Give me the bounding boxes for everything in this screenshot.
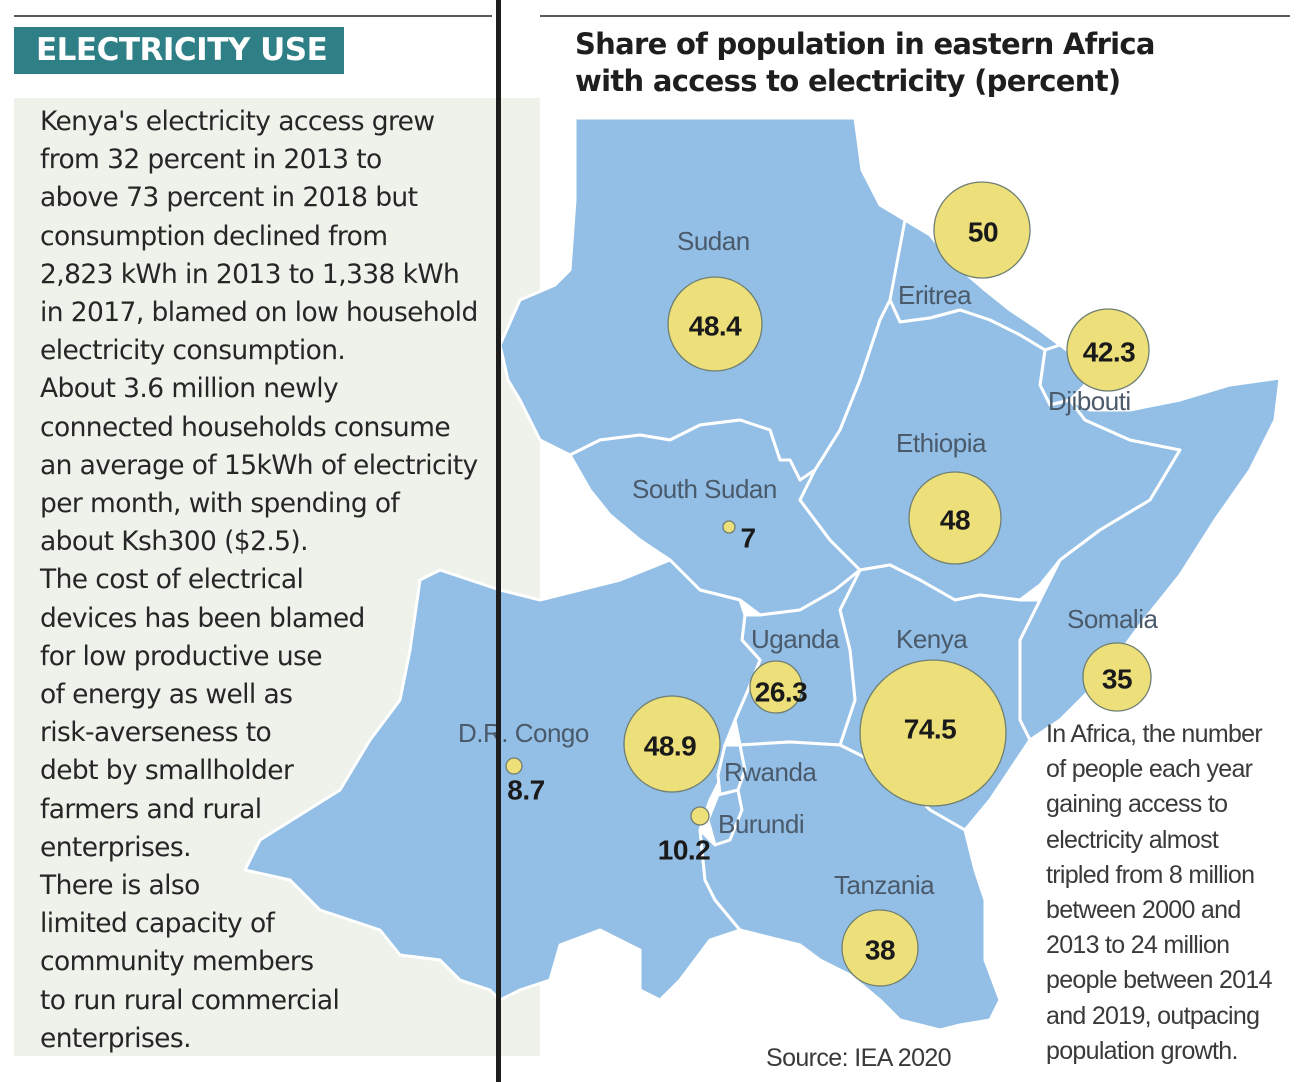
sidebar-body-line: The cost of electrical [40, 564, 304, 596]
sidebar-body-line: farmers and rural [40, 793, 262, 825]
sidebar-body-line: from 32 percent in 2013 to [40, 144, 382, 176]
sidebar-body-line: community members [40, 946, 314, 978]
sidebar-body-line: about Ksh300 ($2.5). [40, 526, 309, 558]
label-tanzania: Tanzania [834, 870, 935, 900]
land-group [243, 116, 1282, 1032]
country-somalia [1018, 376, 1282, 742]
value-eritrea: 50 [968, 217, 998, 248]
map-note-line: people between 2014 [1046, 966, 1273, 995]
bubble-tanzania [841, 909, 919, 987]
map-note-line: between 2000 and [1046, 896, 1241, 925]
sidebar-body: Kenya's electricity access grew from 32 p… [40, 103, 560, 1058]
sidebar-body-line: Kenya's electricity access grew [40, 106, 435, 137]
value-somalia: 35 [1102, 664, 1132, 695]
sidebar-body-line: for low productive use [40, 640, 323, 672]
bubble-somalia [1082, 642, 1152, 712]
sidebar-body-line: devices has been blamed [40, 602, 365, 634]
sidebar-body-line: an average of 15kWh of electricity [40, 449, 478, 481]
label-uganda: Uganda [751, 624, 840, 654]
value-dr-congo: 8.7 [507, 775, 544, 806]
map-title-line-2: with access to electricity (percent) [575, 64, 1121, 98]
sidebar-body-line: debt by smallholder [40, 755, 294, 787]
map-note-line: population growth. [1046, 1036, 1238, 1065]
label-eritrea: Eritrea [898, 280, 972, 310]
map-note-line: of people each year [1046, 755, 1253, 784]
value-kenya: 74.5 [904, 714, 957, 745]
value-ethiopia: 48 [940, 505, 970, 536]
map-note-line: tripled from 8 million [1046, 860, 1255, 889]
top-rule-left [14, 15, 492, 17]
bubble-ethiopia [908, 471, 1002, 565]
map-title: Share of population in eastern Africa wi… [575, 26, 1155, 100]
bubble-rwanda [623, 695, 721, 793]
sidebar-body-line: in 2017, blamed on low household [40, 297, 478, 329]
value-djibouti: 42.3 [1083, 337, 1136, 368]
vertical-divider [496, 0, 501, 1082]
bubble-burundi [690, 806, 710, 826]
sidebar-body-line: About 3.6 million newly [40, 373, 339, 405]
bubble-eritrea [933, 181, 1031, 279]
map-note-line: 2013 to 24 million [1046, 931, 1230, 960]
sidebar-body-line: per month, with spending of [40, 488, 400, 520]
value-uganda: 26.3 [755, 677, 808, 708]
sidebar-body-line: consumption declined from [40, 220, 388, 252]
bubble-uganda [749, 660, 803, 714]
label-djibouti: Djibouti [1048, 386, 1131, 416]
label-south-sudan: South Sudan [632, 474, 777, 504]
source-credit: Source: IEA 2020 [766, 1044, 952, 1072]
map-note: In Africa, the number of people each year… [1046, 717, 1273, 1069]
label-dr-congo: D.R. Congo [458, 718, 589, 748]
label-kenya: Kenya [896, 624, 968, 654]
label-burundi: Burundi [718, 809, 804, 839]
sidebar-body-line: There is also [40, 870, 200, 902]
sidebar-body-line: enterprises. [40, 1022, 192, 1054]
label-sudan: Sudan [677, 226, 750, 256]
sidebar-body-line: 2,823 kWh in 2013 to 1,338 kWh [40, 258, 460, 290]
map-title-line-1: Share of population in eastern Africa [575, 27, 1155, 61]
value-burundi: 10.2 [658, 835, 711, 866]
label-somalia: Somalia [1067, 604, 1158, 634]
map-note-line: gaining access to [1046, 790, 1228, 819]
sidebar-body-line: of energy as well as [40, 679, 293, 711]
sidebar-body-line: electricity consumption. [40, 335, 346, 367]
value-tanzania: 38 [865, 935, 895, 966]
section-tag: ELECTRICITY USE [14, 27, 344, 74]
map-note-line: In Africa, the number [1046, 720, 1263, 748]
sidebar-body-line: enterprises. [40, 831, 192, 863]
value-rwanda: 48.9 [644, 731, 697, 762]
map-note-line: electricity almost [1046, 825, 1219, 854]
bubble-south-sudan [722, 520, 736, 534]
sidebar-body-line: above 73 percent in 2018 but [40, 182, 418, 214]
label-ethiopia: Ethiopia [896, 428, 987, 458]
sidebar-body-line: risk-averseness to [40, 717, 272, 749]
value-sudan: 48.4 [689, 311, 742, 342]
sidebar-body-line: to run rural commercial [40, 984, 340, 1016]
label-rwanda: Rwanda [724, 757, 817, 787]
bubble-sudan [667, 276, 763, 372]
sidebar-body-line: limited capacity of [40, 908, 275, 940]
country-dr-congo [243, 558, 762, 1002]
sidebar-body-line: connected households consume [40, 411, 451, 443]
bubble-djibouti [1066, 308, 1150, 392]
bubble-dr-congo [505, 757, 523, 775]
value-south-sudan: 7 [740, 523, 755, 554]
map-note-line: and 2019, outpacing [1046, 1001, 1260, 1030]
top-rule-right [540, 15, 1290, 17]
bubble-kenya [859, 659, 1007, 807]
